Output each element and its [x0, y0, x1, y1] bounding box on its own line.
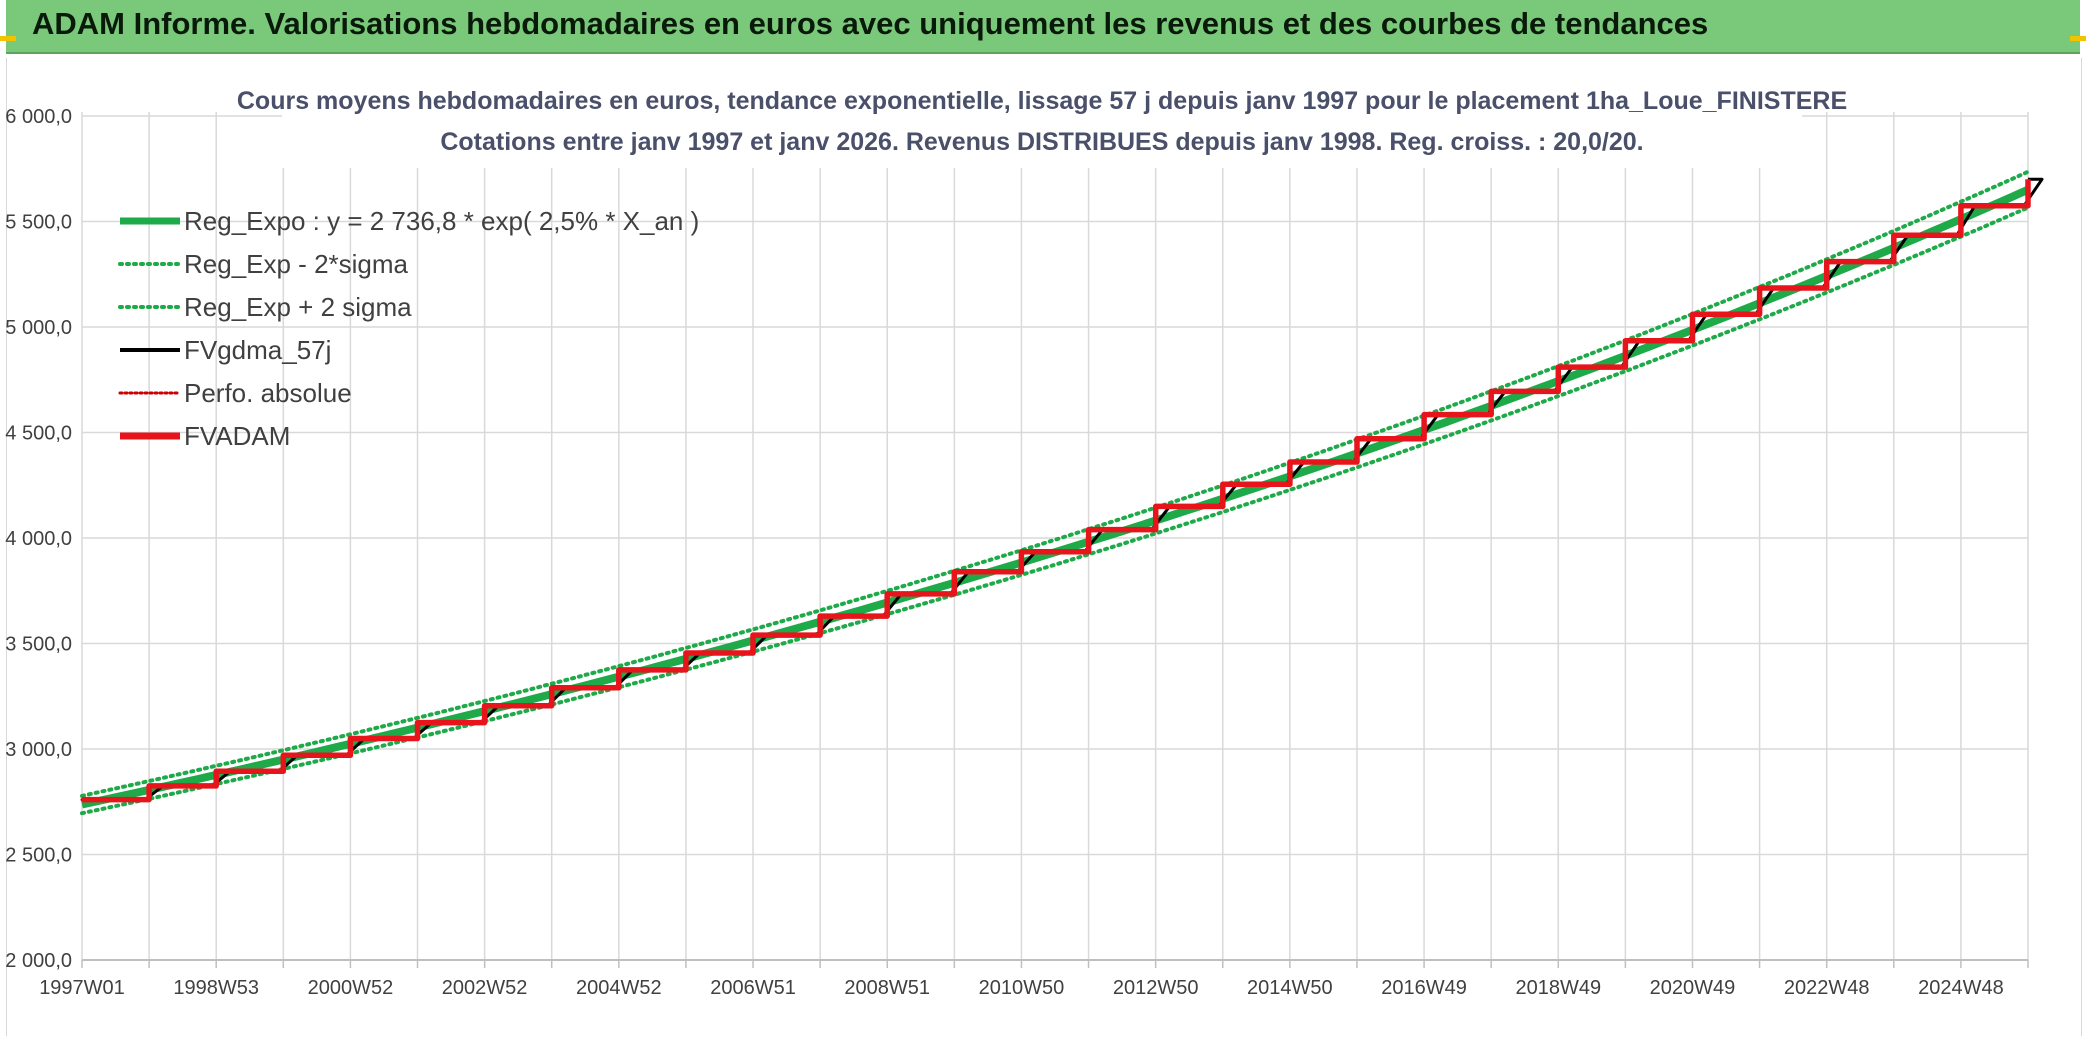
- y-tick-label: 4 000,0: [5, 528, 72, 550]
- y-tick-label: 5 000,0: [5, 317, 72, 339]
- y-tick-label: 2 000,0: [5, 950, 72, 972]
- x-tick-label: 2020W49: [1650, 977, 1736, 999]
- x-tick-label: 2014W50: [1247, 977, 1333, 999]
- legend-label: Reg_Exp - 2*sigma: [184, 249, 409, 279]
- x-tick-label: 2004W52: [576, 977, 662, 999]
- x-tick-label: 1998W53: [173, 977, 259, 999]
- y-tick-label: 2 500,0: [5, 845, 72, 867]
- grid-layer: [81, 112, 2029, 961]
- y-tick-label: 4 500,0: [5, 423, 72, 445]
- y-tick-label: 5 500,0: [5, 212, 72, 234]
- x-tick-label: 2024W48: [1918, 977, 2004, 999]
- x-tick-label: 2006W51: [710, 977, 796, 999]
- header-banner: ADAM Informe. Valorisations hebdomadaire…: [6, 0, 2080, 54]
- y-tick-label: 3 000,0: [5, 739, 72, 761]
- banner-title: ADAM Informe. Valorisations hebdomadaire…: [32, 6, 1709, 41]
- series-line-5: [82, 179, 2031, 803]
- x-tick-label: 1997W01: [39, 977, 125, 999]
- plot-border: [6, 58, 2082, 1036]
- legend-label: Reg_Expo : y = 2 736,8 * exp( 2,5% * X_a…: [184, 206, 699, 236]
- corner-marker-left: [0, 36, 16, 41]
- series-layer: [80, 169, 2044, 816]
- chart-title: Cours moyens hebdomadaires en euros, ten…: [237, 87, 1847, 115]
- axis-layer: 2 000,0 2 500,0 3 000,0 3 500,0 4 000,0 4 500…: [5, 106, 2029, 999]
- title-backdrop: [282, 78, 1802, 168]
- legend-label: FVgdma_57j: [184, 335, 331, 365]
- series-line-0: [81, 186, 2030, 809]
- x-tick-label: 2016W49: [1381, 977, 1467, 999]
- x-tick-label: 2018W49: [1515, 977, 1601, 999]
- chart-subtitle: Cotations entre janv 1997 et janv 2026. …: [440, 128, 1643, 156]
- legend: Reg_Expo : y = 2 736,8 * exp( 2,5% * X_a…: [118, 206, 699, 451]
- legend-label: Reg_Exp + 2 sigma: [184, 292, 412, 322]
- series-line-2: [80, 169, 2030, 798]
- x-tick-label: 2002W52: [442, 977, 528, 999]
- y-tick-label: 6 000,0: [5, 106, 72, 128]
- x-tick-label: 2010W50: [979, 977, 1065, 999]
- x-tick-label: 2012W50: [1113, 977, 1199, 999]
- x-tick-label: 2000W52: [308, 977, 394, 999]
- corner-marker-right: [2070, 36, 2086, 41]
- legend-label: Perfo. absolue: [184, 378, 352, 408]
- x-tick-label: 2008W51: [844, 977, 930, 999]
- x-tick-label: 2022W48: [1784, 977, 1870, 999]
- legend-label: FVADAM: [184, 421, 290, 451]
- y-tick-label: 3 500,0: [5, 634, 72, 656]
